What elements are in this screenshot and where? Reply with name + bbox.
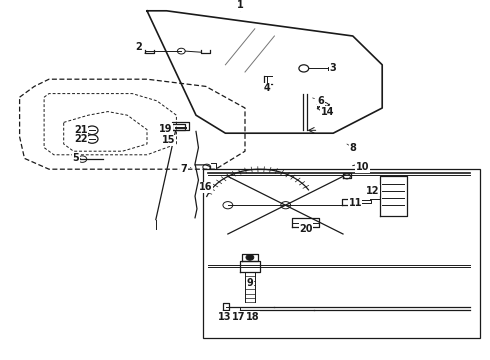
Text: 13: 13 [218, 312, 231, 322]
Text: 17: 17 [232, 312, 245, 322]
Text: 16: 16 [199, 182, 213, 192]
Text: 14: 14 [320, 107, 334, 117]
Text: 15: 15 [162, 135, 176, 145]
Text: 9: 9 [246, 278, 253, 288]
Text: 20: 20 [299, 224, 313, 234]
Text: 8: 8 [347, 143, 356, 153]
Text: 22: 22 [74, 134, 88, 144]
Text: 7: 7 [180, 164, 191, 174]
Text: 11: 11 [348, 198, 362, 208]
Text: 19: 19 [159, 124, 172, 134]
Text: 5: 5 [73, 153, 81, 163]
Circle shape [246, 255, 254, 260]
Text: 12: 12 [366, 186, 379, 196]
Text: 21: 21 [74, 125, 88, 135]
Text: 1: 1 [237, 0, 244, 11]
Text: 4: 4 [264, 83, 270, 93]
Text: 6: 6 [313, 96, 324, 106]
Text: 18: 18 [245, 312, 259, 322]
Text: 3: 3 [326, 63, 337, 73]
Text: 2: 2 [135, 42, 145, 53]
Bar [203, 169, 480, 338]
Text: 10: 10 [356, 162, 369, 172]
